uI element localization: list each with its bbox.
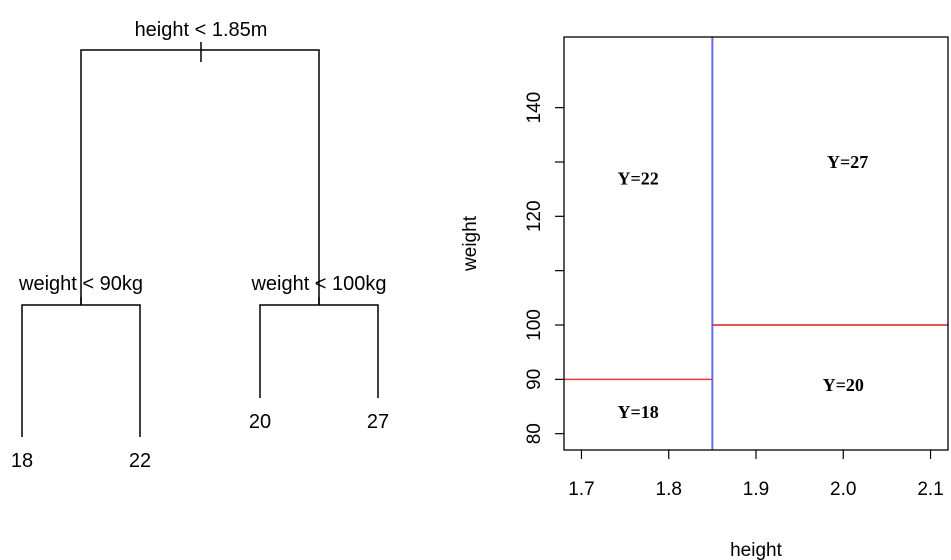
y-tick-label: 100 — [524, 309, 545, 341]
partition-plot: 1.7 1.8 1.9 2.0 2.1 80 90 100 120 140 height weight… — [460, 36, 949, 560]
x-tick-label: 2.1 — [917, 479, 943, 500]
tree-left-branch — [21, 304, 141, 437]
tree-right-branch — [259, 304, 379, 398]
y-tick-label: 140 — [524, 92, 545, 124]
tree-root-split-label: height < 1.85m — [135, 19, 268, 41]
tree-right-split-label: weight < 100kg — [250, 273, 386, 295]
region-label: Y=22 — [618, 168, 659, 188]
x-tick-label: 1.9 — [743, 479, 769, 500]
region-label: Y=18 — [618, 402, 659, 422]
region-label: Y=27 — [827, 152, 868, 172]
y-tick-label: 80 — [524, 423, 545, 444]
plot-frame — [563, 36, 949, 451]
tree-leaf-20: 20 — [249, 411, 271, 433]
tree-leaf-18: 18 — [11, 450, 33, 472]
decision-tree: height < 1.85m weight < 90kg 18 22 weigh… — [11, 19, 389, 472]
x-tick-label: 2.0 — [830, 479, 856, 500]
tree-leaf-22: 22 — [129, 450, 151, 472]
tree-leaf-27: 27 — [367, 411, 389, 433]
x-tick-label: 1.7 — [568, 479, 594, 500]
tree-root-branch — [80, 49, 320, 305]
x-axis-title: height — [730, 540, 782, 560]
x-tick-label: 1.8 — [656, 479, 682, 500]
y-tick-label: 90 — [524, 369, 545, 390]
tree-left-split-label: weight < 90kg — [18, 273, 143, 295]
y-axis-title: weight — [460, 215, 481, 272]
y-tick-label: 120 — [524, 200, 545, 232]
region-label: Y=20 — [823, 375, 864, 395]
